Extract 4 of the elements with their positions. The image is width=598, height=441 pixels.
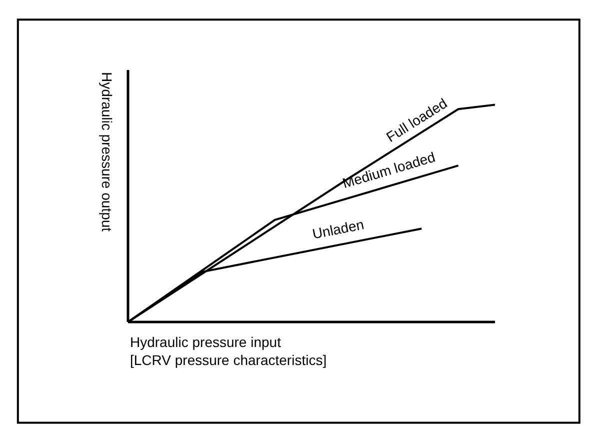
y-axis-title: Hydraulic pressure output	[98, 72, 115, 232]
x-axis-title: Hydraulic pressure input [LCRV pressure characteristics]	[130, 334, 327, 368]
text: Medium loaded	[340, 148, 437, 192]
text: Unladen	[310, 216, 366, 242]
